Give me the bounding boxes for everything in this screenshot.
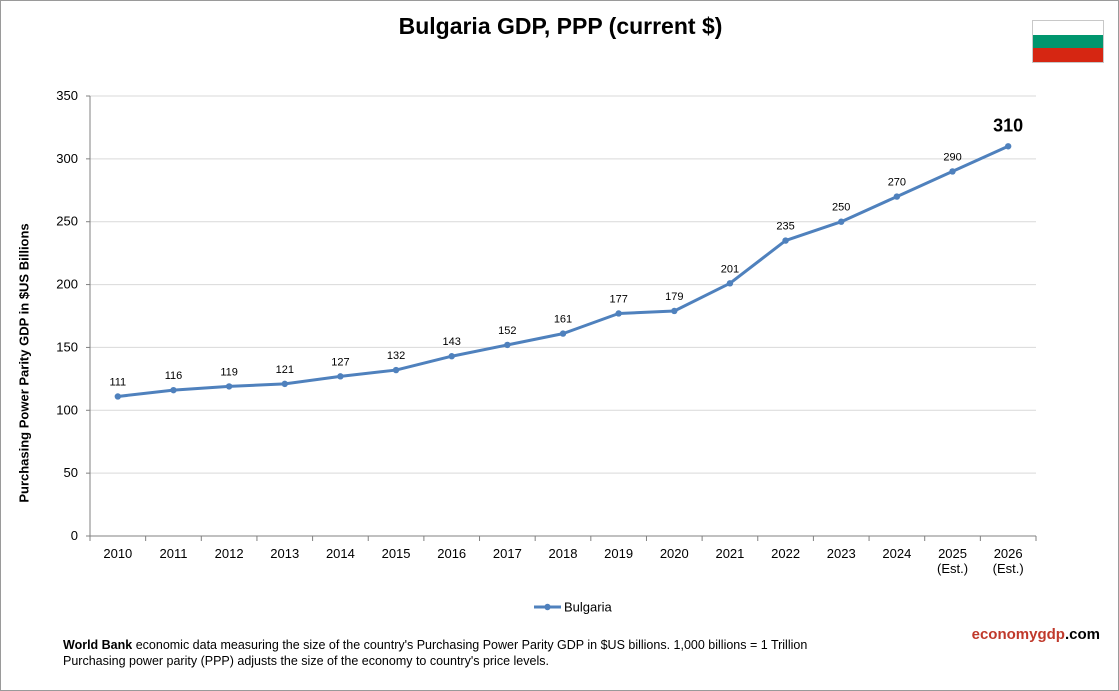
- data-label: 270: [888, 177, 906, 189]
- footer-source: World Bank: [63, 638, 133, 652]
- y-tick-label: 200: [56, 277, 78, 292]
- data-point: [392, 366, 400, 374]
- chart-footer: World Bank economic data measuring the s…: [63, 637, 807, 669]
- legend-marker: [544, 603, 551, 611]
- data-label: 179: [665, 291, 683, 303]
- legend-label: Bulgaria: [564, 600, 612, 615]
- data-point: [114, 393, 122, 400]
- x-tick-label: 2021: [715, 546, 744, 561]
- x-tick-label: 2024: [882, 546, 911, 561]
- flag-stripe-green: [1033, 34, 1103, 49]
- data-point: [337, 373, 344, 380]
- flag-stripe-white: [1033, 21, 1103, 35]
- data-point: [838, 218, 845, 225]
- data-label: 177: [609, 293, 627, 305]
- data-point: [782, 237, 789, 244]
- x-tick-label: 2013: [270, 546, 299, 561]
- data-label: 143: [443, 336, 461, 348]
- y-tick-label: 350: [56, 88, 78, 103]
- data-label: 132: [387, 350, 405, 362]
- y-tick-label: 250: [56, 214, 78, 229]
- data-point: [559, 330, 567, 337]
- bulgaria-flag-icon: [1032, 20, 1104, 63]
- x-tick-label: 2015: [382, 546, 411, 561]
- y-tick-label: 50: [64, 465, 78, 480]
- data-label: 310: [993, 115, 1023, 135]
- data-label: 111: [109, 376, 126, 388]
- flag-stripe-red: [1033, 48, 1103, 62]
- x-tick-label: 2022: [771, 546, 800, 561]
- footer-line-1: World Bank economic data measuring the s…: [63, 637, 807, 653]
- data-point: [949, 168, 956, 175]
- x-tick-label: 2014: [326, 546, 355, 561]
- data-point: [615, 310, 622, 317]
- brand-part-2: gdp: [1037, 626, 1065, 643]
- x-tick-label: 2018: [549, 546, 578, 561]
- data-label: 290: [943, 151, 961, 163]
- data-point: [1004, 143, 1012, 150]
- brand-part-1: economy: [971, 626, 1038, 643]
- x-tick-label: 2017: [493, 546, 522, 561]
- data-point: [893, 193, 901, 200]
- data-label: 201: [721, 263, 739, 275]
- data-label: 250: [832, 202, 850, 214]
- data-label: 161: [554, 314, 572, 326]
- y-tick-label: 0: [71, 528, 78, 543]
- data-point: [170, 386, 177, 394]
- x-tick-label: 2025 (Est.): [937, 546, 968, 576]
- x-tick-label: 2016: [437, 546, 466, 561]
- data-label: 119: [220, 366, 238, 378]
- x-tick-label: 2023: [827, 546, 856, 561]
- x-tick-label: 2019: [604, 546, 633, 561]
- data-point: [281, 380, 288, 388]
- data-point: [225, 383, 233, 390]
- x-tick-label: 2020: [660, 546, 689, 561]
- x-tick-label: 2010: [103, 546, 132, 561]
- footer-line-1-text: economic data measuring the size of the …: [132, 638, 808, 652]
- footer-line-2: Purchasing power parity (PPP) adjusts th…: [63, 654, 549, 668]
- data-label: 116: [165, 370, 183, 382]
- chart-title: Bulgaria GDP, PPP (current $): [398, 13, 723, 39]
- series-line: [117, 144, 1009, 398]
- data-point: [671, 307, 678, 315]
- data-point: [504, 341, 511, 349]
- data-label: 127: [331, 356, 349, 368]
- x-tick-label: 2012: [215, 546, 244, 561]
- x-tick-label: 2026 (Est.): [993, 546, 1024, 576]
- data-point: [726, 280, 734, 287]
- data-point: [448, 353, 455, 360]
- y-tick-label: 150: [56, 339, 78, 354]
- brand-logo[interactable]: economygdp.com: [972, 626, 1100, 643]
- data-label: 121: [276, 364, 294, 376]
- y-tick-label: 100: [56, 402, 78, 417]
- data-label: 235: [776, 221, 794, 233]
- x-tick-label: 2011: [159, 546, 187, 561]
- data-label: 152: [498, 325, 516, 337]
- brand-part-3: .com: [1064, 626, 1100, 643]
- y-tick-label: 300: [56, 151, 78, 166]
